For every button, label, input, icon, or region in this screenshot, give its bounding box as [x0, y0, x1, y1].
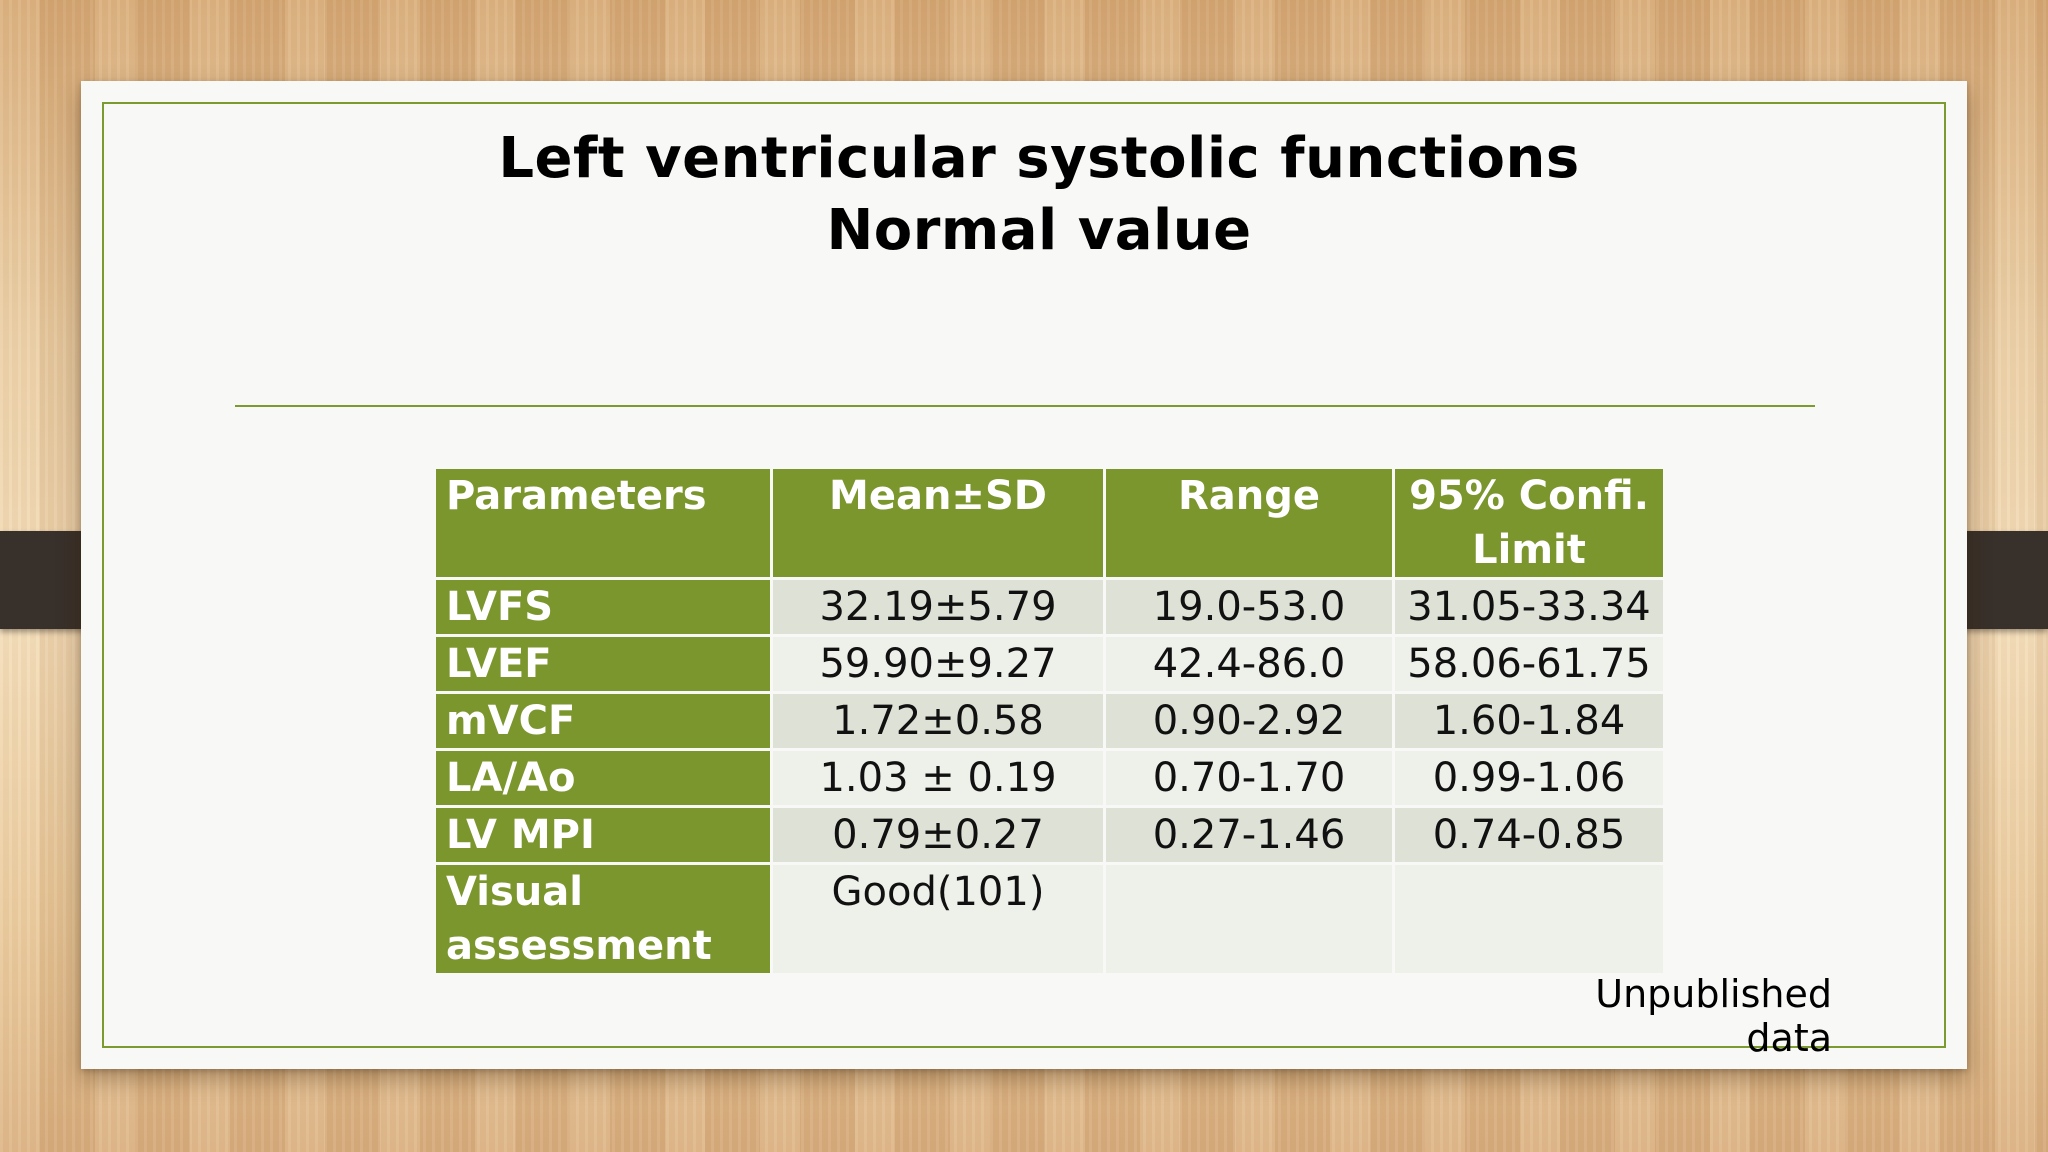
row-parameter: Visual assessment — [436, 865, 770, 973]
table-row: LV MPI 0.79±0.27 0.27-1.46 0.74-0.85 — [436, 808, 1663, 862]
row-confidence-limit: 0.99-1.06 — [1395, 751, 1663, 805]
header-parameters: Parameters — [436, 469, 770, 577]
row-range: 0.90-2.92 — [1106, 694, 1392, 748]
row-mean-sd: 32.19±5.79 — [773, 580, 1103, 634]
slide-border-frame — [102, 102, 1946, 1048]
title-divider — [235, 405, 1815, 407]
row-parameter: mVCF — [436, 694, 770, 748]
title-line-1: Left ventricular systolic functions — [498, 126, 1580, 191]
row-mean-sd: 1.72±0.58 — [773, 694, 1103, 748]
row-parameter: LV MPI — [436, 808, 770, 862]
row-range: 0.27-1.46 — [1106, 808, 1392, 862]
row-mean-sd: 0.79±0.27 — [773, 808, 1103, 862]
row-parameter: LVFS — [436, 580, 770, 634]
title-line-2: Normal value — [826, 198, 1252, 263]
row-range: 42.4-86.0 — [1106, 637, 1392, 691]
row-parameter: LA/Ao — [436, 751, 770, 805]
table-row: LVFS 32.19±5.79 19.0-53.0 31.05-33.34 — [436, 580, 1663, 634]
header-mean-sd: Mean±SD — [773, 469, 1103, 577]
footnote: Unpublished data — [1595, 972, 1832, 1060]
header-range: Range — [1106, 469, 1392, 577]
row-confidence-limit: 0.74-0.85 — [1395, 808, 1663, 862]
table-header-row: Parameters Mean±SD Range 95% Confi. Limi… — [436, 469, 1663, 577]
row-confidence-limit: 58.06-61.75 — [1395, 637, 1663, 691]
row-range: 19.0-53.0 — [1106, 580, 1392, 634]
header-confidence-limit: 95% Confi. Limit — [1395, 469, 1663, 577]
row-mean-sd: 59.90±9.27 — [773, 637, 1103, 691]
slide-title: Left ventricular systolic functions Norm… — [0, 123, 2048, 267]
row-range: 0.70-1.70 — [1106, 751, 1392, 805]
table-row: LVEF 59.90±9.27 42.4-86.0 58.06-61.75 — [436, 637, 1663, 691]
row-mean-sd: Good(101) — [773, 865, 1103, 973]
table-row: mVCF 1.72±0.58 0.90-2.92 1.60-1.84 — [436, 694, 1663, 748]
row-parameter: LVEF — [436, 637, 770, 691]
table-row: LA/Ao 1.03 ± 0.19 0.70-1.70 0.99-1.06 — [436, 751, 1663, 805]
table-row: Visual assessment Good(101) — [436, 865, 1663, 973]
row-confidence-limit: 1.60-1.84 — [1395, 694, 1663, 748]
systolic-function-table: Parameters Mean±SD Range 95% Confi. Limi… — [433, 466, 1666, 976]
row-range — [1106, 865, 1392, 973]
row-confidence-limit: 31.05-33.34 — [1395, 580, 1663, 634]
row-mean-sd: 1.03 ± 0.19 — [773, 751, 1103, 805]
row-confidence-limit — [1395, 865, 1663, 973]
